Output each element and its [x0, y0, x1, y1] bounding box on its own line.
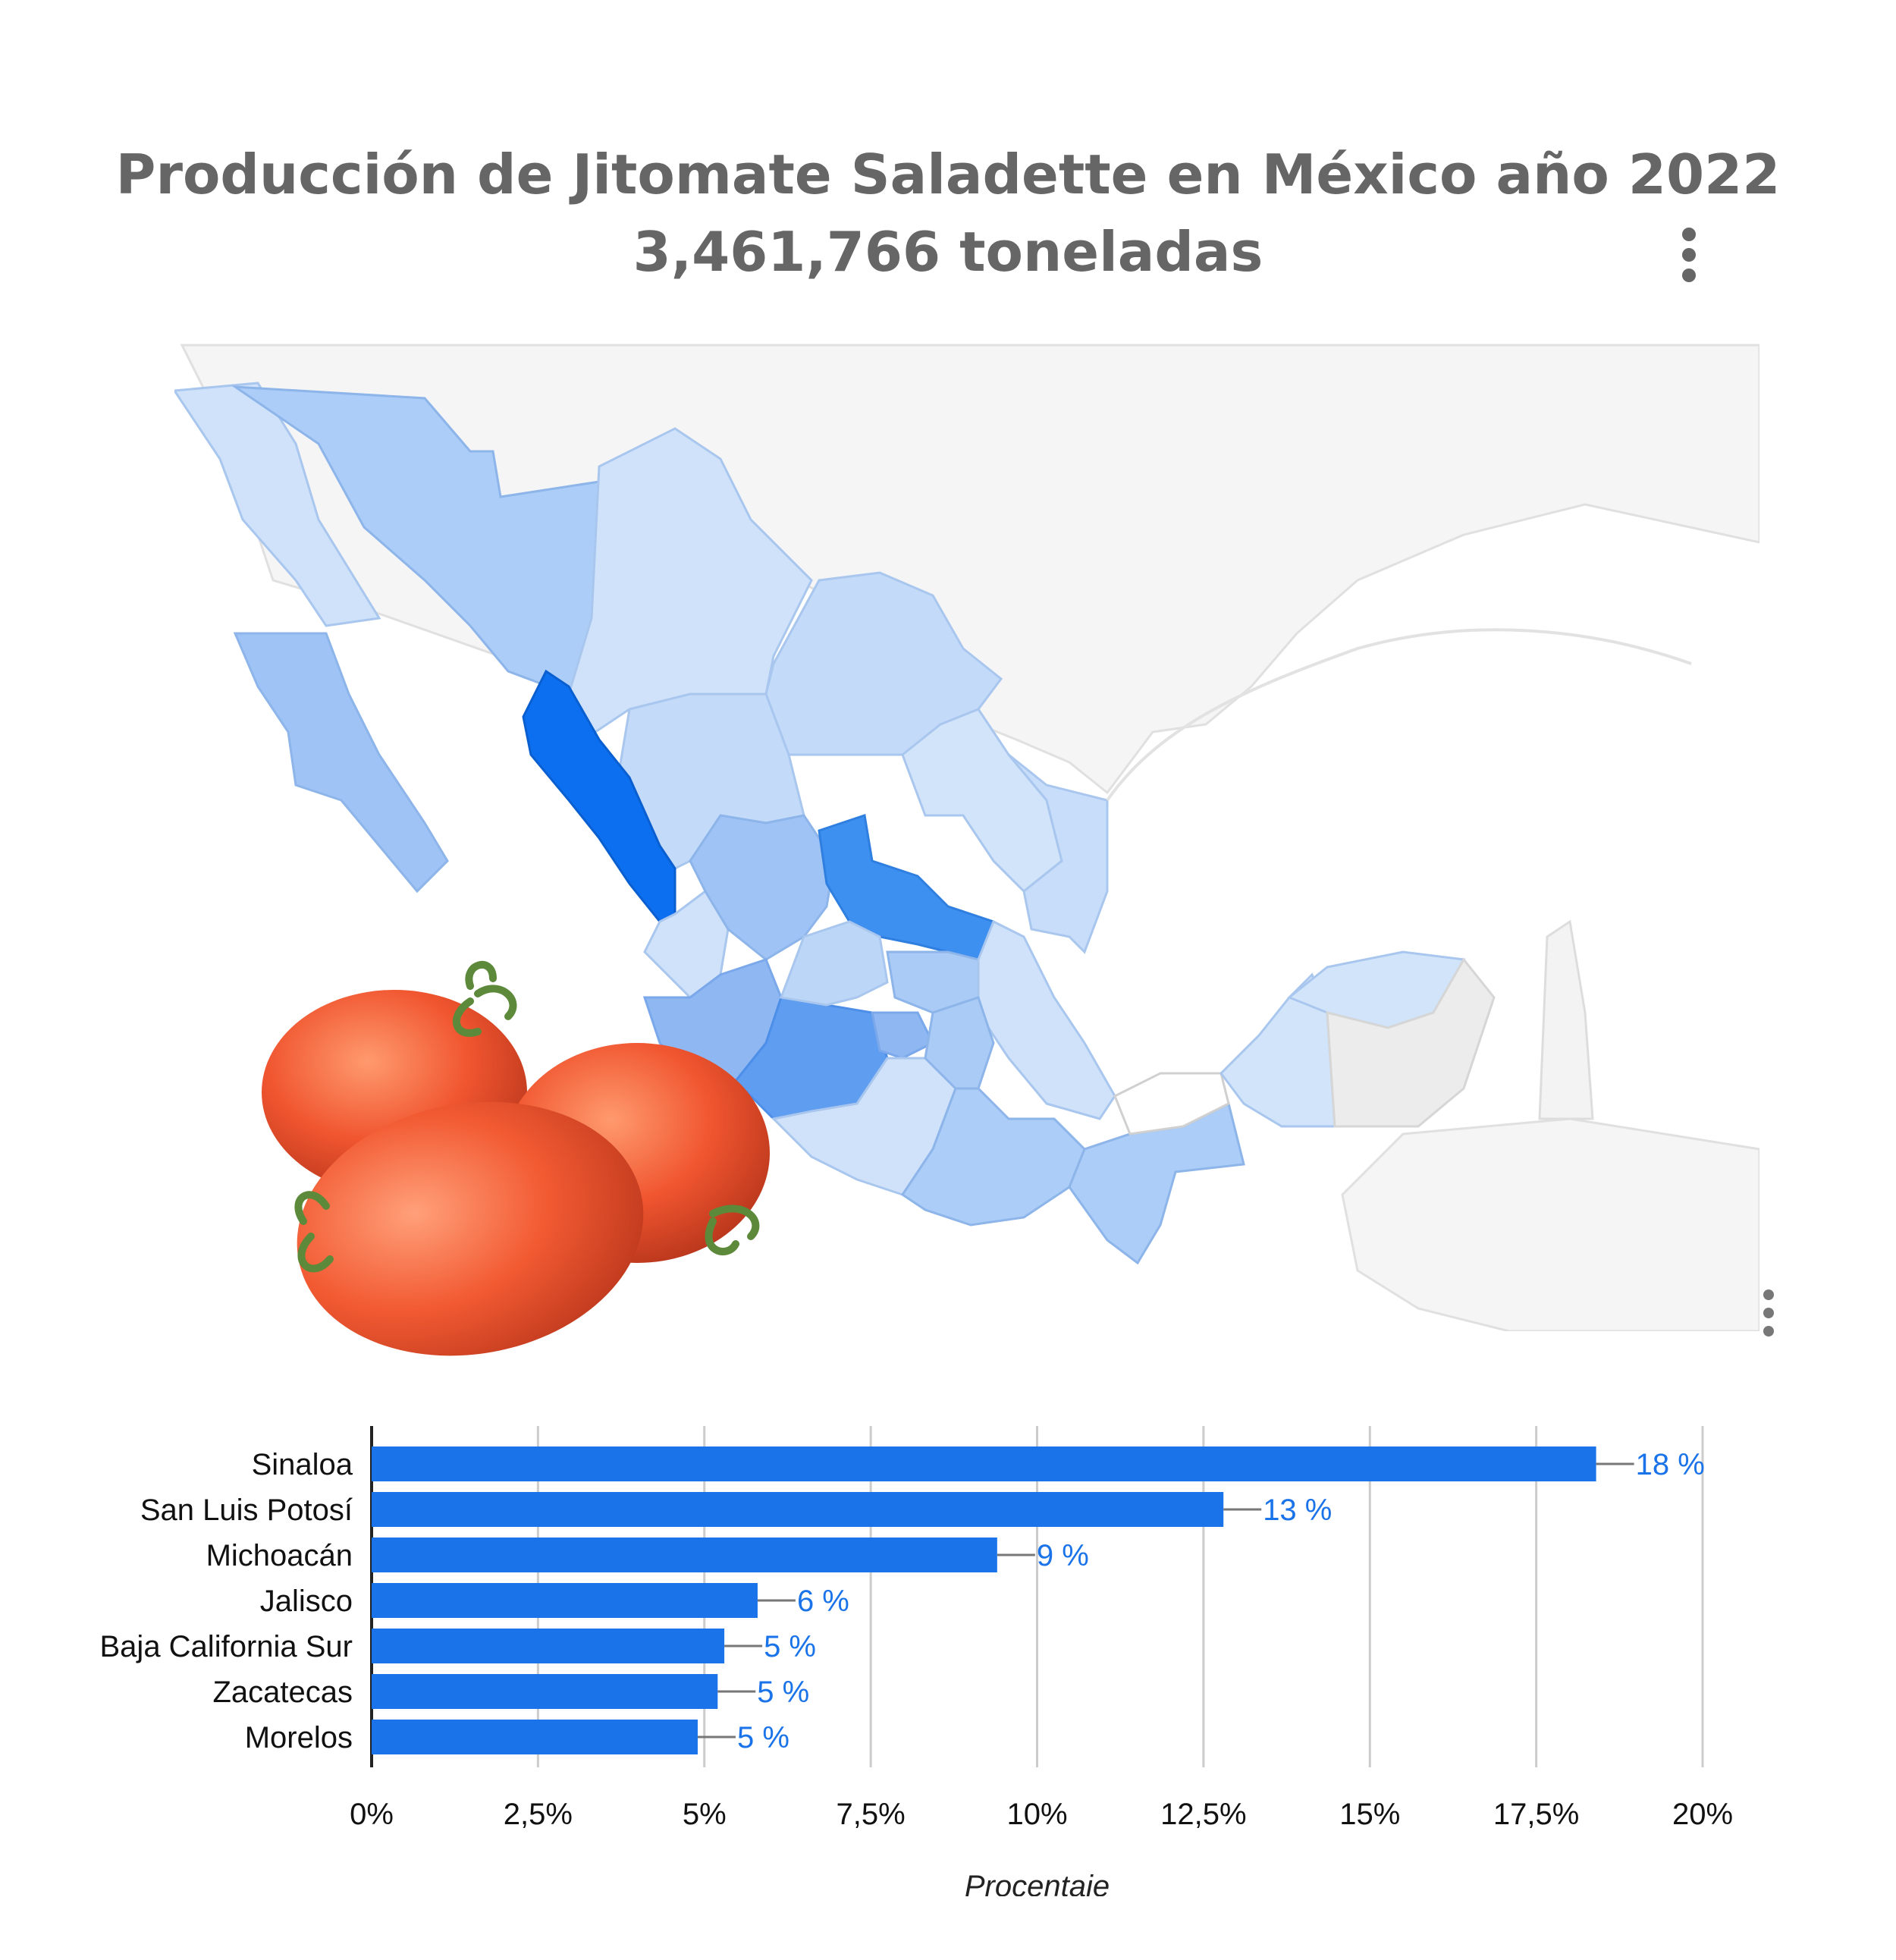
state-oaxaca: [900, 1087, 1086, 1227]
state-tabasco: [1113, 1072, 1230, 1135]
bar: [372, 1720, 698, 1754]
data-label: 13 %: [1263, 1494, 1332, 1527]
state-chiapas: [1068, 1101, 1245, 1265]
belize-guatemala: [1538, 919, 1594, 1120]
data-label: 5 %: [737, 1721, 789, 1754]
bar: [372, 1538, 997, 1572]
x-tick-label: 12,5%: [1160, 1798, 1246, 1831]
state-baja-california-sur: [233, 632, 449, 894]
x-tick-label: 2,5%: [504, 1798, 573, 1831]
state-zacatecas: [689, 814, 836, 961]
more-vert-icon[interactable]: [1678, 228, 1700, 289]
bar-chart: 0% 2,5% 5% 7,5% 10% 12,5% 15% 17,5% 20% Sinaloa 18…: [100, 1426, 1733, 1896]
state-morelos: [871, 1011, 935, 1060]
data-label: 9 %: [1037, 1539, 1089, 1572]
state-guanajuato: [779, 920, 889, 1007]
state-quintana-roo: [1326, 957, 1496, 1128]
data-label: 6 %: [797, 1585, 849, 1618]
x-tick-label: 5%: [683, 1798, 727, 1831]
more-vert-icon[interactable]: [1757, 1289, 1780, 1344]
data-label: 5 %: [757, 1676, 809, 1709]
category-label: San Luis Potosí: [140, 1494, 353, 1527]
category-label: Morelos: [245, 1721, 353, 1754]
gulf-coastline: [1106, 628, 1692, 802]
state-tamaulipas: [1007, 753, 1109, 954]
x-tick-label: 15%: [1339, 1798, 1400, 1831]
x-tick-label: 0%: [350, 1798, 394, 1831]
category-label: Zacatecas: [212, 1676, 353, 1709]
category-label: Sinaloa: [252, 1448, 353, 1481]
bar: [372, 1446, 1596, 1481]
central-america-landmass: [1341, 1117, 1759, 1331]
bar: [372, 1492, 1224, 1527]
bar: [372, 1583, 758, 1618]
bar: [372, 1629, 725, 1663]
chart-subtitle: 3,461,766 toneladas: [633, 220, 1263, 284]
x-tick-label: 10%: [1006, 1798, 1067, 1831]
category-label: Michoacán: [206, 1539, 353, 1572]
category-label: Jalisco: [260, 1585, 353, 1618]
tomatoes-illustration: [262, 961, 770, 1356]
data-label: 5 %: [764, 1630, 816, 1663]
x-tick-label: 17,5%: [1493, 1798, 1579, 1831]
x-axis-title: Procentaje: [965, 1870, 1110, 1896]
data-label: 18 %: [1636, 1448, 1705, 1481]
stem-icon: [294, 961, 760, 1273]
chart-title: Producción de Jitomate Saladette en Méxi…: [115, 143, 1781, 206]
x-tick-label: 7,5%: [837, 1798, 906, 1831]
category-label: Baja California Sur: [100, 1630, 353, 1663]
bar: [372, 1674, 718, 1709]
x-tick-label: 20%: [1672, 1798, 1733, 1831]
